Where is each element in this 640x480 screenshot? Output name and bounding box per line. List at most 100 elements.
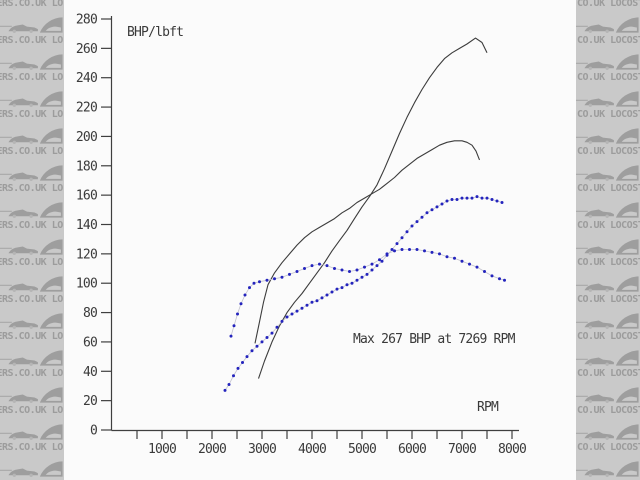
y-axis-title: BHP/lbft — [127, 25, 184, 40]
y-tick-label-60: 60 — [83, 335, 97, 350]
watermark-icons — [0, 455, 64, 479]
y-tick-label-0: 0 — [90, 424, 97, 439]
curve-torque-run-high — [223, 195, 504, 392]
locost-emblem-icon — [39, 350, 63, 366]
locost-emblem-icon — [615, 387, 639, 403]
car-icon — [576, 98, 614, 107]
watermark-text: CO.UK LOCOST — [577, 331, 640, 342]
x-tick-label-1000: 1000 — [148, 442, 176, 457]
watermark-tile: DERS.CO.UK LO — [0, 11, 64, 48]
locost-emblem-icon — [39, 128, 63, 144]
watermark-text: DERS.CO.UK LO — [0, 368, 63, 379]
watermark-text: DERS.CO.UK LO — [0, 331, 63, 342]
watermark-text: DERS.CO.UK LO — [0, 35, 63, 46]
locost-emblem-icon — [39, 461, 63, 477]
x-tick-label-4000: 4000 — [298, 442, 326, 457]
watermark-icons — [0, 233, 64, 257]
car-icon — [576, 283, 614, 292]
x-tick-label-7000: 7000 — [448, 442, 476, 457]
y-tick-label-140: 140 — [76, 218, 97, 233]
locost-emblem-icon — [39, 313, 63, 329]
x-tick-label-6000: 6000 — [398, 442, 426, 457]
car-icon — [576, 357, 614, 366]
watermark-icons — [0, 270, 64, 294]
locost-emblem-icon — [615, 350, 639, 366]
watermark-text: CO.UK LOCOST — [577, 257, 640, 268]
car-icon — [576, 320, 614, 329]
watermark-tile: CO.UK LOCOST — [576, 11, 640, 48]
watermark-text: DERS.CO.UK LO — [0, 442, 63, 453]
y-tick-label-260: 260 — [76, 42, 97, 57]
locost-emblem-icon — [39, 239, 63, 255]
car-icon — [0, 431, 38, 440]
locost-emblem-icon — [615, 165, 639, 181]
car-icon — [0, 320, 38, 329]
car-icon — [576, 61, 614, 70]
curve-bhp-run-low — [254, 140, 481, 344]
locost-emblem-icon — [39, 276, 63, 292]
watermark-icons — [0, 196, 64, 220]
locost-emblem-icon — [615, 128, 639, 144]
watermark-icons — [0, 122, 64, 146]
watermark-tile: CO.UK LOCOST — [576, 270, 640, 307]
locost-emblem-icon — [615, 54, 639, 70]
watermark-text: DERS.CO.UK LO — [0, 294, 63, 305]
y-tick-label-40: 40 — [83, 365, 97, 380]
watermark-icons — [576, 11, 640, 35]
watermark-icons — [576, 196, 640, 220]
watermark-tile: CO.UK LOCOST — [576, 122, 640, 159]
axes — [101, 16, 519, 439]
car-icon — [0, 61, 38, 70]
y-tick-label-280: 280 — [76, 13, 97, 28]
watermark-tile: CO.UK LOCOST — [576, 344, 640, 381]
locost-emblem-icon — [39, 165, 63, 181]
car-icon — [576, 468, 614, 477]
watermark-icons — [576, 270, 640, 294]
watermark-icons — [576, 122, 640, 146]
x-tick-label-2000: 2000 — [198, 442, 226, 457]
locost-emblem-icon — [615, 239, 639, 255]
car-icon — [0, 283, 38, 292]
watermark-icons — [576, 418, 640, 442]
car-icon — [0, 98, 38, 107]
car-icon — [576, 246, 614, 255]
locost-emblem-icon — [39, 424, 63, 440]
y-tick-label-180: 180 — [76, 159, 97, 174]
locost-emblem-icon — [39, 202, 63, 218]
watermark-tile: CO.UK LOCOST — [576, 0, 640, 11]
watermark-tile: DERS.CO.UK LO — [0, 233, 64, 270]
x-tick-label-8000: 8000 — [498, 442, 526, 457]
watermark-tile: CO.UK LOCOST — [576, 48, 640, 85]
watermark-tile: DERS.CO.UK LO — [0, 196, 64, 233]
watermark-text: CO.UK LOCOST — [577, 183, 640, 194]
watermark-pattern: CO.UK LOCOST CO.UK LOCOST CO.UK LOCOST CO.U… — [576, 0, 640, 480]
watermark-tile: CO.UK LOCOST — [576, 233, 640, 270]
car-icon — [0, 209, 38, 218]
watermark-tile: DERS.CO.UK LO — [0, 344, 64, 381]
watermark-tile: CO.UK LOCOST — [576, 307, 640, 344]
watermark-icons — [576, 381, 640, 405]
watermark-text: CO.UK LOCOST — [577, 109, 640, 120]
watermark-icons — [576, 233, 640, 257]
watermark-text: DERS.CO.UK LO — [0, 109, 63, 120]
watermark-text: CO.UK LOCOST — [577, 220, 640, 231]
watermark-text: DERS.CO.UK LO — [0, 405, 63, 416]
y-tick-label-160: 160 — [76, 189, 97, 204]
watermark-text: DERS.CO.UK LO — [0, 146, 63, 157]
car-icon — [0, 172, 38, 181]
watermark-icons — [576, 307, 640, 331]
x-tick-label-3000: 3000 — [248, 442, 276, 457]
watermark-icons — [576, 344, 640, 368]
car-icon — [576, 135, 614, 144]
watermark-icons — [576, 85, 640, 109]
car-icon — [576, 24, 614, 33]
locost-emblem-icon — [39, 387, 63, 403]
locost-emblem-icon — [615, 91, 639, 107]
watermark-tile: DERS.CO.UK LO — [0, 307, 64, 344]
watermark-tile: DERS.CO.UK LO — [0, 85, 64, 122]
watermark-icons — [0, 344, 64, 368]
watermark-tile: DERS.CO.UK LO — [0, 122, 64, 159]
car-icon — [0, 246, 38, 255]
locost-emblem-icon — [615, 461, 639, 477]
